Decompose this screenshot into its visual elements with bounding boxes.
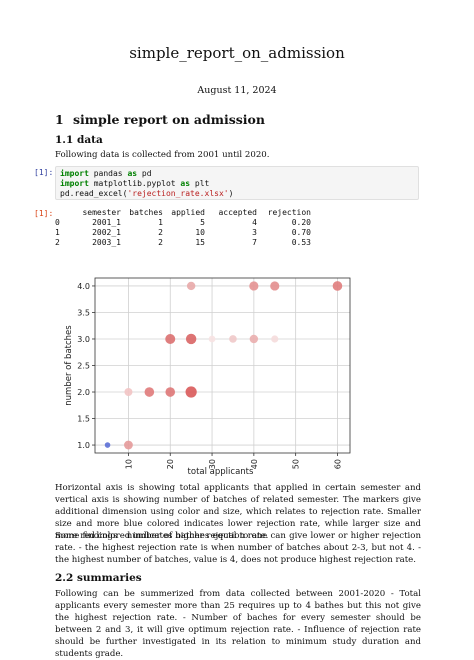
- data-point: [124, 388, 133, 397]
- code-text: matplotlib.pyplot: [88, 179, 181, 188]
- plot-frame: [94, 277, 351, 454]
- y-axis-label: number of batches: [64, 325, 74, 406]
- data-point: [165, 333, 176, 344]
- table-header: accepted: [218, 208, 257, 217]
- table-cell: 0: [55, 218, 60, 227]
- table-cell: 10: [195, 228, 205, 237]
- data-point: [124, 440, 133, 450]
- section-number: 2.2: [55, 572, 74, 584]
- table-cell: 1: [158, 218, 163, 227]
- table-cell: 0.20: [291, 218, 311, 227]
- y-tick-label: 2.0: [77, 388, 90, 397]
- code-keyword: import: [60, 169, 89, 178]
- output-cell-prompt: [1]:: [34, 209, 54, 218]
- table-cell: 2002_1: [92, 228, 121, 237]
- table-cell: 4: [252, 218, 257, 227]
- table-cell: 15: [195, 238, 205, 247]
- data-point: [185, 386, 197, 398]
- document-title: simple_report_on_admission: [129, 44, 345, 62]
- section-title: data: [77, 134, 103, 146]
- data-point: [249, 334, 259, 344]
- table-header: applied: [171, 208, 205, 217]
- data-point: [185, 333, 197, 345]
- x-tick-label: 60: [333, 459, 342, 469]
- section-title: summaries: [77, 572, 142, 584]
- section-number: 1: [55, 112, 64, 127]
- table-cell: 5: [200, 218, 205, 227]
- data-point: [186, 281, 196, 291]
- intro-paragraph: Following data is collected from 2001 un…: [55, 150, 270, 160]
- table-header: [55, 208, 69, 218]
- table-cell: 2001_1: [92, 218, 121, 227]
- code-text: pd.read_excel(: [60, 189, 128, 198]
- data-point: [208, 335, 216, 343]
- table-cell: 3: [252, 228, 257, 237]
- table-header: semester: [82, 208, 121, 217]
- code-line: import matplotlib.pyplot as plt: [60, 179, 414, 189]
- table-header-row: semester batches applied accepted reject…: [55, 208, 315, 218]
- summary-paragraph: Following can be summerized from data co…: [55, 589, 421, 659]
- table-cell: 2: [55, 238, 60, 247]
- table-row: 2 2003_1 2 15 7 0.53: [55, 238, 315, 248]
- x-axis-label: total applicants: [188, 467, 254, 477]
- chart-description-paragraph: Horizontal axis is showing total applica…: [55, 483, 421, 541]
- data-point: [332, 281, 343, 291]
- table-row: 0 2001_1 1 5 4 0.20: [55, 218, 315, 228]
- section-heading-2-2: 2.2 summaries: [55, 572, 142, 584]
- y-tick-label: 3.0: [77, 335, 90, 344]
- section-number: 1.1: [55, 134, 74, 146]
- section-heading-1-1: 1.1 data: [55, 134, 103, 146]
- code-line: pd.read_excel('rejection_rate.xlsx'): [60, 189, 414, 199]
- table-cell: 1: [55, 228, 60, 237]
- data-point: [229, 335, 237, 343]
- table-row: 1 2002_1 2 10 3 0.70: [55, 228, 315, 238]
- code-string: 'rejection_rate.xlsx': [127, 189, 229, 198]
- table-cell: 0.70: [291, 228, 311, 237]
- data-point: [270, 281, 280, 291]
- code-keyword: as: [180, 179, 191, 188]
- code-cell: import pandas as pd import matplotlib.py…: [55, 166, 419, 200]
- table-header: batches: [129, 208, 163, 217]
- code-text: plt: [190, 179, 210, 188]
- data-point: [249, 281, 259, 291]
- findings-paragraph: Some findings - number of batches equal …: [55, 531, 421, 565]
- data-point: [165, 387, 176, 397]
- y-tick-label: 2.5: [77, 362, 90, 371]
- output-table: semester batches applied accepted reject…: [55, 208, 315, 248]
- y-tick-label: 1.5: [77, 415, 90, 424]
- scatter-chart: 10 20 30 40 50 60 1.0 1.5 2.0 2.5 3.0 3.5 4.0 total a…: [64, 277, 351, 477]
- y-tick-label: 1.0: [77, 441, 90, 450]
- table-cell: 2003_1: [92, 238, 121, 247]
- section-heading-1: 1 simple report on admission: [55, 112, 265, 127]
- x-tick-label: 10: [124, 459, 133, 469]
- x-tick-label: 40: [250, 459, 259, 469]
- code-keyword: import: [60, 179, 89, 188]
- document-date: August 11, 2024: [197, 85, 277, 96]
- code-line: import pandas as pd: [60, 169, 414, 179]
- y-tick-label: 3.5: [77, 308, 90, 317]
- data-point: [271, 335, 279, 343]
- code-keyword: as: [127, 169, 138, 178]
- table-cell: 7: [252, 238, 257, 247]
- table-cell: 2: [158, 238, 163, 247]
- code-cell-prompt: [1]:: [34, 168, 54, 177]
- x-tick-label: 30: [208, 459, 217, 469]
- data-point: [104, 442, 111, 448]
- data-point: [144, 387, 155, 397]
- x-tick-label: 20: [166, 459, 175, 469]
- table-cell: 2: [158, 228, 163, 237]
- table-cell: 0.53: [291, 238, 311, 247]
- code-text: ): [228, 189, 234, 198]
- code-text: pd: [137, 169, 152, 178]
- y-tick-label: 4.0: [77, 282, 90, 291]
- x-tick-label: 50: [292, 459, 301, 469]
- code-text: pandas: [88, 169, 128, 178]
- table-header: rejection: [267, 208, 311, 217]
- section-title: simple report on admission: [73, 112, 265, 127]
